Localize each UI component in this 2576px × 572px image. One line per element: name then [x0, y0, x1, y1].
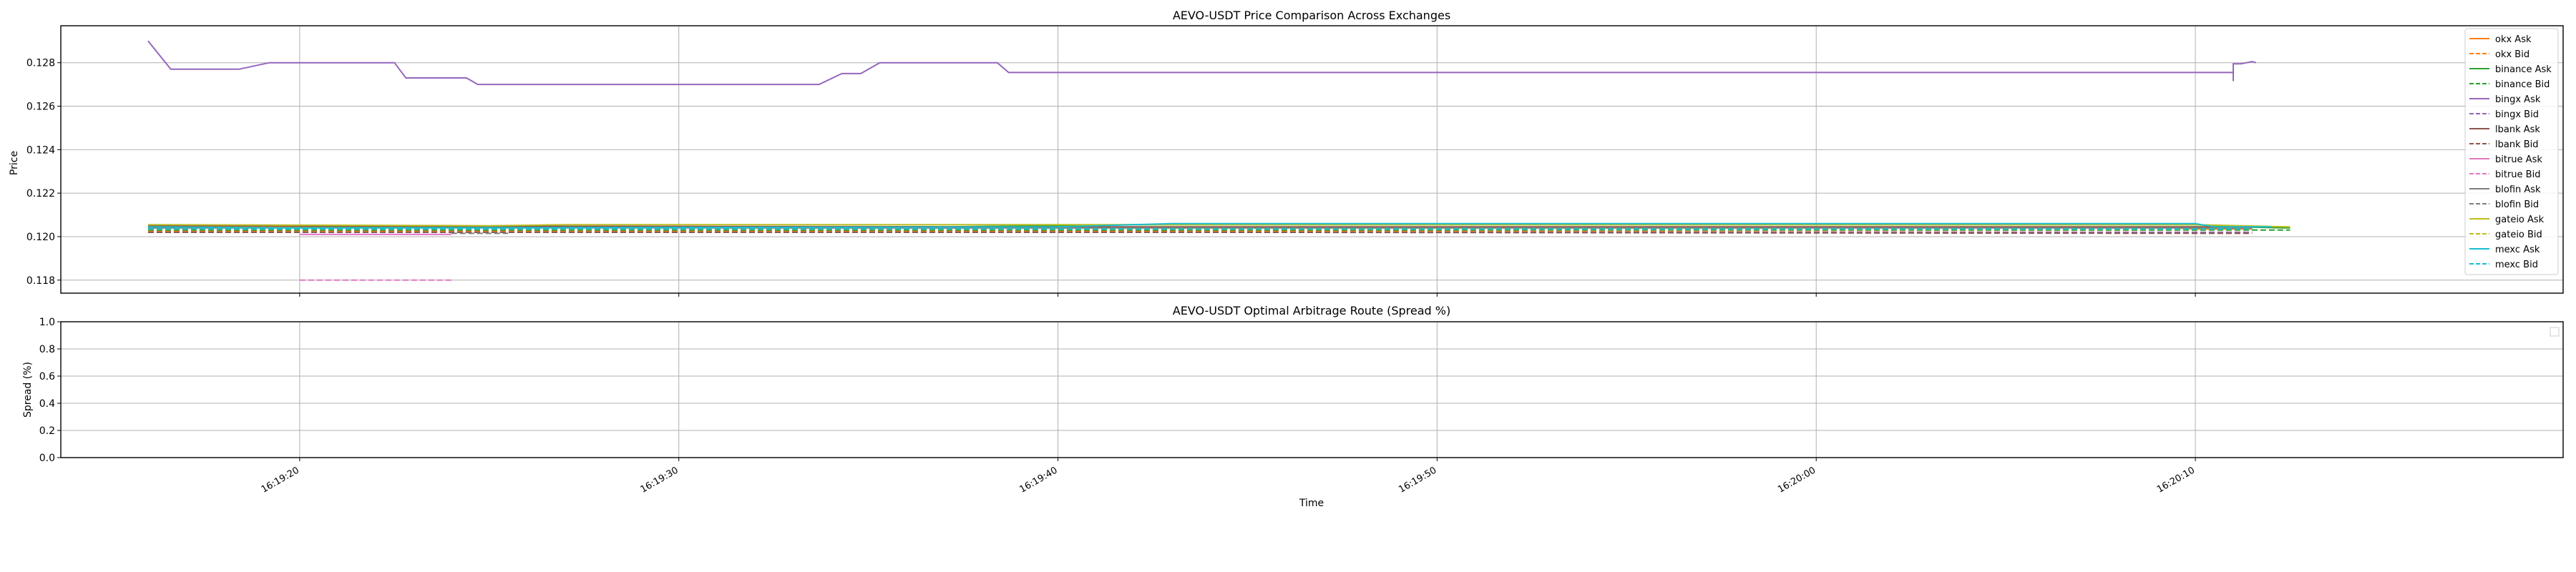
price-series-lines	[147, 40, 2290, 281]
price-plot-frame	[60, 25, 2564, 294]
time-axis-label: Time	[1299, 498, 1324, 509]
spread-y-ticks: 0.0 0.2 0.4 0.6 0.8 1.0	[39, 317, 61, 464]
series-line-bingx-ask	[147, 40, 2257, 86]
spread-y-tick-label: 0.4	[39, 398, 55, 410]
spread-y-tick-label: 1.0	[39, 317, 55, 328]
legend-label: bingx Ask	[2495, 94, 2541, 105]
spread-y-tick-label: 0.6	[39, 371, 55, 383]
price-y-axis-label: Price	[9, 151, 20, 175]
legend-label: okx Bid	[2495, 49, 2529, 60]
legend-label: gateio Bid	[2495, 230, 2542, 240]
price-y-tick-label: 0.124	[26, 144, 55, 156]
legend-label: mexc Ask	[2495, 245, 2540, 255]
legend-label: mexc Bid	[2495, 260, 2538, 270]
price-y-tick-label: 0.118	[26, 275, 55, 287]
legend-label: okx Ask	[2495, 34, 2532, 45]
legend-label: bingx Bid	[2495, 109, 2539, 120]
legend-label: gateio Ask	[2495, 214, 2545, 225]
legend-label: bitrue Bid	[2495, 169, 2540, 180]
price-y-ticks: 0.118 0.120 0.122 0.124 0.126 0.128	[26, 58, 61, 287]
legend-label: bitrue Ask	[2495, 154, 2542, 165]
legend-label: lbank Bid	[2495, 139, 2539, 150]
legend-label: lbank Ask	[2495, 124, 2540, 135]
series-line-lbank-bid	[147, 231, 2253, 235]
price-y-tick-label: 0.128	[26, 58, 55, 69]
spread-y-tick-label: 0.2	[39, 425, 55, 437]
spread-plot-frame	[60, 321, 2564, 458]
spread-chart-title: AEVO-USDT Optimal Arbitrage Route (Sprea…	[1173, 304, 1450, 317]
legend-label: binance Bid	[2495, 79, 2550, 90]
price-y-tick-label: 0.120	[26, 232, 55, 243]
series-line-mexc-ask	[147, 222, 2271, 229]
price-y-tick-label: 0.122	[26, 188, 55, 199]
legend-label: blofin Ask	[2495, 184, 2541, 195]
price-x-ticks	[299, 293, 2196, 297]
series-line-gateio-ask	[147, 224, 2290, 228]
spread-y-tick-label: 0.0	[39, 453, 55, 464]
price-chart-title: AEVO-USDT Price Comparison Across Exchan…	[1173, 9, 1450, 22]
legend-label: blofin Bid	[2495, 199, 2539, 210]
price-grid	[61, 26, 2563, 293]
price-y-tick-label: 0.126	[26, 102, 55, 113]
legend-box	[2464, 28, 2559, 275]
spread-legend-box	[2550, 327, 2560, 337]
legend-label: binance Ask	[2495, 64, 2552, 75]
spread-y-tick-label: 0.8	[39, 344, 55, 355]
price-chart: 0.118 0.120 0.122 0.124 0.126 0.128 AEVO-USDT…	[9, 9, 2564, 297]
spread-y-axis-label: Spread (%)	[22, 362, 34, 418]
price-legend: okx Ask okx Bid binance Ask binance Bid bing…	[2464, 28, 2559, 275]
